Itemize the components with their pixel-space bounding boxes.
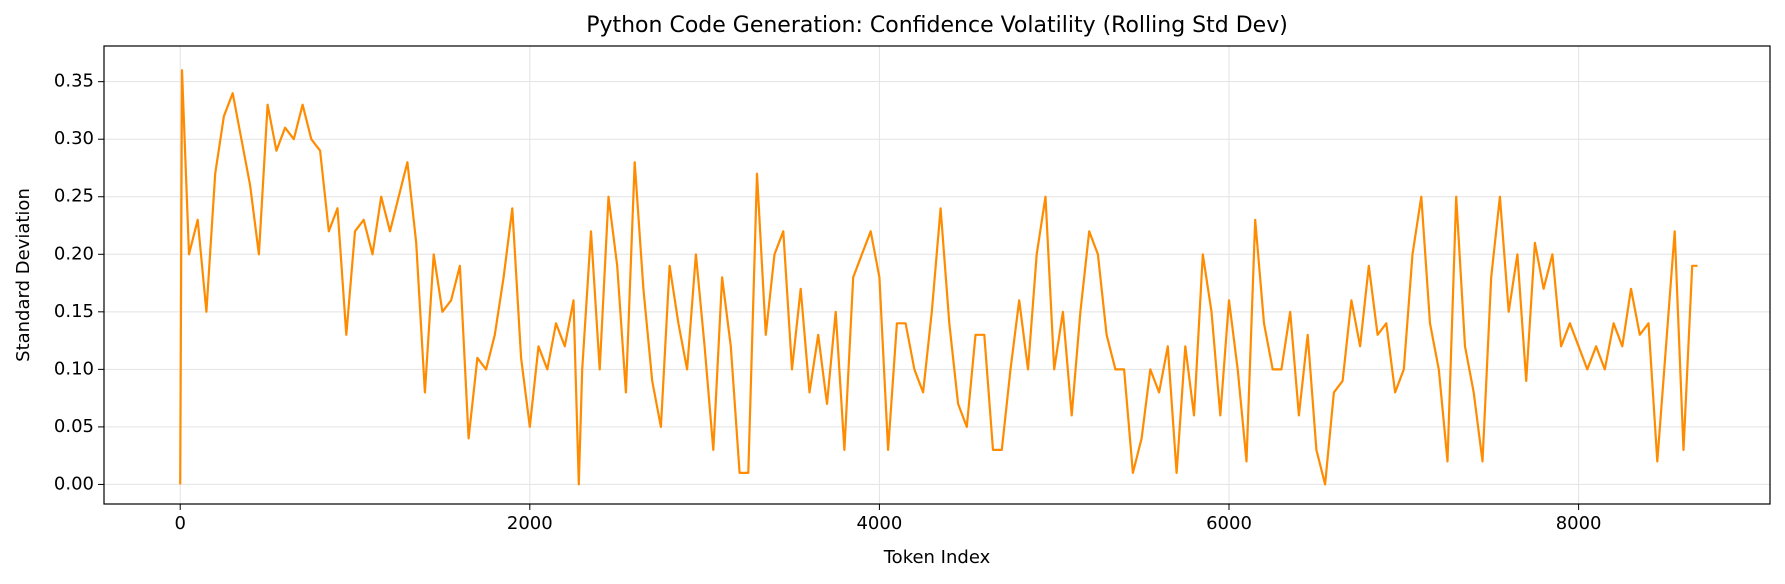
- y-tick-label: 0.30: [54, 128, 94, 149]
- plot-frame: [103, 45, 1771, 505]
- x-tick-label: 6000: [1206, 513, 1252, 534]
- y-tick-label: 0.35: [54, 71, 94, 92]
- data-line: [179, 69, 1698, 486]
- x-tick-label: 0: [174, 513, 185, 534]
- y-tick-label: 0.10: [54, 358, 94, 379]
- y-tick-label: 0.00: [54, 473, 94, 494]
- y-tick-label: 0.25: [54, 186, 94, 207]
- x-axis-label: Token Index: [883, 547, 991, 568]
- y-tick-label: 0.05: [54, 416, 94, 437]
- y-tick-label: 0.15: [54, 301, 94, 322]
- x-tick-label: 8000: [1556, 513, 1602, 534]
- x-tick-label: 2000: [507, 513, 553, 534]
- x-tick-label: 4000: [856, 513, 902, 534]
- chart-title: Python Code Generation: Confidence Volat…: [586, 13, 1288, 38]
- y-axis-label: Standard Deviation: [13, 188, 34, 362]
- y-tick-label: 0.20: [54, 243, 94, 264]
